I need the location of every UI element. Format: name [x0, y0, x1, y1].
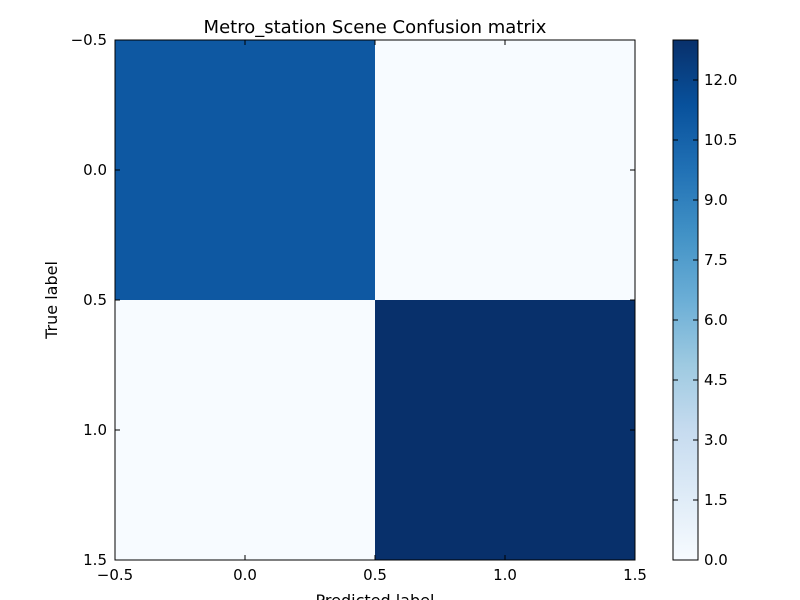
colorbar-tick-label: 7.5 — [704, 251, 728, 269]
colorbar-tick-label: 4.5 — [704, 371, 728, 389]
x-tick-label: 1.5 — [623, 566, 647, 584]
y-axis-label: True label — [42, 261, 61, 340]
heatmap-cells — [115, 40, 635, 560]
heatmap-cell-0-1 — [375, 40, 635, 300]
colorbar-tick-label: 0.0 — [704, 551, 728, 569]
colorbar-ticks: 0.0 1.5 3.0 4.5 6.0 7.5 9.0 10.5 12.0 — [673, 71, 737, 569]
heatmap-cell-0-0 — [115, 40, 375, 300]
y-tick-label: 0.5 — [83, 291, 107, 309]
colorbar-tick-label: 9.0 — [704, 191, 728, 209]
colorbar-tick-label: 1.5 — [704, 491, 728, 509]
heatmap-cell-1-0 — [115, 300, 375, 560]
colorbar-tick-label: 10.5 — [704, 131, 737, 149]
y-axis-ticks: −0.5 0.0 0.5 1.0 1.5 — [71, 31, 635, 569]
x-tick-label: 1.0 — [493, 566, 517, 584]
colorbar-tick-label: 12.0 — [704, 71, 737, 89]
heatmap-cell-1-1 — [375, 300, 635, 560]
colorbar-tick-label: 6.0 — [704, 311, 728, 329]
y-tick-label: −0.5 — [71, 31, 107, 49]
y-tick-label: 1.5 — [83, 551, 107, 569]
x-axis-label: Predicted label — [316, 591, 435, 600]
y-tick-label: 0.0 — [83, 161, 107, 179]
x-axis-ticks: −0.5 0.0 0.5 1.0 1.5 — [97, 40, 647, 584]
chart-title: Metro_station Scene Confusion matrix — [204, 17, 547, 38]
colorbar-tick-label: 3.0 — [704, 431, 728, 449]
x-tick-label: 0.0 — [233, 566, 257, 584]
colorbar — [672, 39, 699, 561]
y-tick-label: 1.0 — [83, 421, 107, 439]
x-tick-label: −0.5 — [97, 566, 133, 584]
x-tick-label: 0.5 — [363, 566, 387, 584]
